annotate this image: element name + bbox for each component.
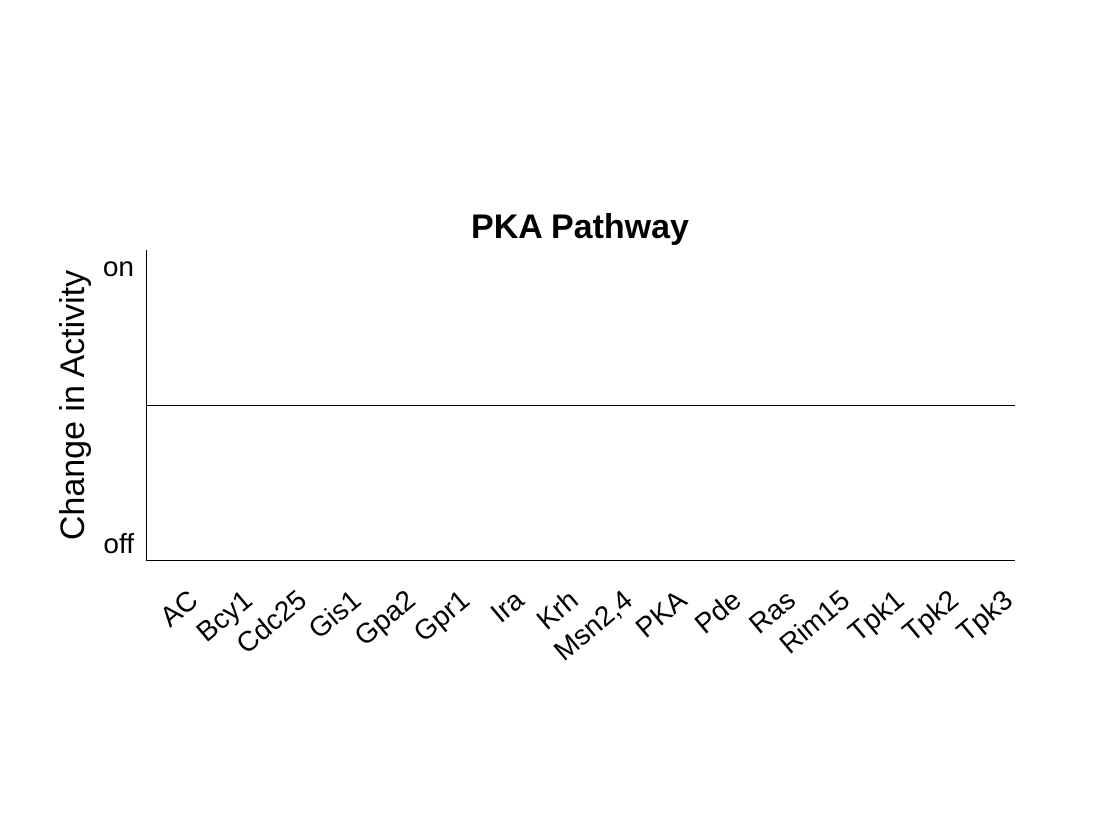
x-tick-label: Tpk3 bbox=[951, 584, 1019, 648]
x-tick-label: Gpa2 bbox=[348, 584, 420, 652]
x-tick-label: Tpk2 bbox=[896, 584, 964, 648]
y-tick-label: off bbox=[103, 528, 134, 559]
x-tick-label: Ira bbox=[485, 584, 530, 629]
x-tick-label: PKA bbox=[630, 584, 693, 644]
chart-title: PKA Pathway bbox=[471, 208, 689, 246]
y-tick-label: on bbox=[103, 251, 134, 282]
x-tick-label: Pde bbox=[689, 584, 747, 640]
y-tick-labels: off on bbox=[103, 251, 134, 559]
x-tick-label: Tpk1 bbox=[842, 584, 910, 648]
y-axis-label: Change in Activity bbox=[54, 270, 92, 540]
x-tick-label: Gpr1 bbox=[408, 584, 476, 648]
